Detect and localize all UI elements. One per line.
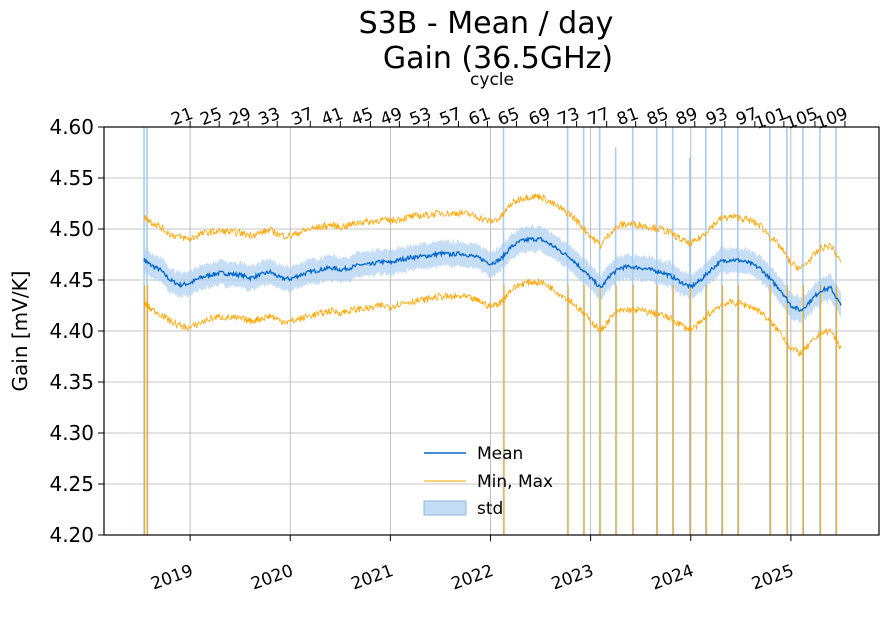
chart-title-line-2: Gain (36.5GHz)	[383, 41, 613, 76]
cycle-tick-label: 61	[466, 104, 493, 130]
y-tick-label: 4.30	[49, 421, 94, 445]
std-band-area	[144, 224, 842, 324]
x-tick-label: 2025	[749, 561, 796, 595]
cycle-tick-label: 109	[813, 104, 850, 134]
y-tick-label: 4.35	[49, 370, 94, 394]
cycle-axis: 21 25 29 33 37 41 45 49 53 57 61 65 69 73 77 81 85 89 93 97…	[169, 104, 851, 134]
min-max-lines	[143, 193, 842, 357]
cycle-tick-label: 49	[378, 104, 405, 130]
cycle-tick-label: 93	[703, 104, 730, 130]
x-axis: 2019 2020 2021 2022 2023 2024 2025	[148, 535, 797, 595]
cycle-tick-label: 33	[256, 104, 283, 130]
y-tick-label: 4.40	[49, 319, 94, 343]
y-tick-label: 4.25	[49, 472, 94, 496]
x-tick-label: 2024	[649, 561, 696, 595]
x-tick-label: 2019	[148, 561, 195, 595]
secondary-axis-label: cycle	[470, 70, 514, 90]
std-band	[144, 224, 842, 324]
y-tick-label: 4.45	[49, 268, 94, 292]
y-tick-label: 4.20	[49, 523, 94, 547]
legend-std-swatch	[423, 500, 467, 516]
max-line	[143, 193, 842, 271]
cycle-tick-label: 69	[526, 104, 553, 130]
cycle-tick-label: 81	[614, 104, 641, 130]
cycle-tick-label: 29	[227, 104, 254, 130]
cycle-tick-label: 45	[349, 104, 376, 130]
min-line	[143, 278, 842, 357]
cycle-tick-label: 73	[555, 104, 582, 130]
x-tick-label: 2022	[449, 561, 496, 595]
legend-minmax-label: Min, Max	[477, 472, 553, 492]
x-tick-label: 2020	[248, 561, 295, 595]
y-axis-label: Gain [mV/K]	[8, 271, 32, 392]
chart-title-line-1: S3B - Mean / day	[359, 6, 614, 41]
cycle-tick-label: 57	[437, 104, 464, 130]
cycle-tick-label: 53	[407, 104, 434, 130]
x-tick-label: 2023	[549, 561, 596, 595]
cycle-tick-label: 41	[319, 104, 346, 130]
y-tick-label: 4.50	[49, 217, 94, 241]
y-tick-label: 4.60	[49, 115, 94, 139]
cycle-tick-label: 65	[495, 104, 522, 130]
cycle-tick-label: 37	[289, 104, 316, 130]
cycle-tick-label: 89	[673, 104, 700, 130]
legend-mean-label: Mean	[477, 444, 523, 464]
legend: Mean Min, Max std	[423, 444, 553, 519]
cycle-tick-label: 77	[585, 104, 612, 130]
y-tick-label: 4.55	[49, 166, 94, 190]
mean-line-group	[143, 236, 842, 313]
y-axis: 4.20 4.25 4.30 4.35 4.40 4.45 4.50 4.55 4.60	[49, 115, 104, 547]
mean-line	[143, 236, 842, 313]
cycle-tick-label: 25	[198, 104, 225, 130]
cycle-tick-label: 85	[644, 104, 671, 130]
legend-std-label: std	[477, 499, 503, 519]
spike-lines	[143, 127, 838, 535]
cycle-tick-label: 21	[169, 104, 196, 130]
x-tick-label: 2021	[349, 561, 396, 595]
